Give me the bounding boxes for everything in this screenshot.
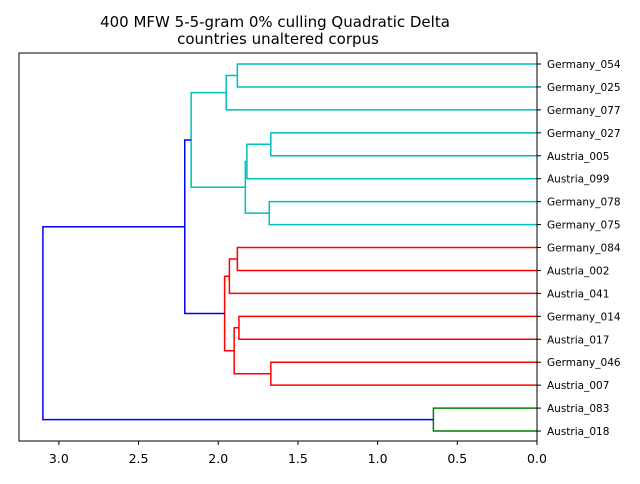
leaf-label: Germany_054 — [547, 59, 621, 71]
leaf-label: Germany_075 — [547, 220, 621, 232]
leaf-label: Germany_025 — [547, 82, 621, 94]
x-tick-label: 1.0 — [368, 451, 388, 466]
x-tick-label: 1.5 — [288, 451, 308, 466]
x-tick-label: 0.0 — [527, 451, 547, 466]
x-tick-label: 2.0 — [208, 451, 228, 466]
leaf-label: Germany_078 — [547, 197, 621, 209]
dendrogram-link — [42, 225, 434, 421]
dendrogram-link — [238, 315, 537, 341]
leaf-label: Austria_083 — [547, 403, 609, 415]
dendrogram-link — [236, 246, 537, 272]
leaf-label: Austria_005 — [547, 151, 609, 163]
dendrogram-link — [225, 74, 537, 111]
chart-title: 400 MFW 5-5-gram 0% culling Quadratic De… — [100, 13, 450, 31]
x-tick-label: 3.0 — [49, 451, 69, 466]
dendrogram-link — [190, 91, 246, 189]
plot-frame — [18, 52, 538, 442]
leaf-label: Germany_084 — [547, 243, 621, 255]
dendrogram-link — [432, 407, 537, 432]
leaf-label: Austria_099 — [547, 174, 609, 186]
x-tick-label: 2.5 — [129, 451, 149, 466]
dendrogram-link — [270, 132, 537, 157]
leaf-label: Germany_046 — [547, 357, 621, 369]
leaf-label: Austria_041 — [547, 288, 609, 300]
leaf-label: Austria_018 — [547, 426, 609, 438]
leaf-label: Austria_017 — [547, 334, 609, 346]
leaf-label: Germany_077 — [547, 105, 621, 117]
leaf-label: Austria_002 — [547, 265, 609, 277]
dendrogram-link — [246, 143, 537, 180]
dendrogram-links — [42, 63, 537, 432]
x-tick-label: 0.5 — [447, 451, 467, 466]
dendrogram-link — [268, 200, 537, 226]
dendrogram-link — [244, 160, 270, 214]
dendrogram-link — [236, 63, 537, 88]
leaf-label: Germany_014 — [547, 311, 621, 323]
dendrogram-link — [228, 258, 537, 295]
x-axis: 3.0 2.5 2.0 1.5 1.0 0.5 0.0 — [49, 441, 547, 466]
leaf-labels: Germany_054 Germany_025 Germany_077 Germany… — [537, 59, 621, 438]
dendrogram-link — [270, 361, 537, 386]
leaf-label: Austria_007 — [547, 380, 609, 392]
leaf-label: Germany_027 — [547, 128, 621, 140]
chart-subtitle: countries unaltered corpus — [177, 30, 379, 48]
